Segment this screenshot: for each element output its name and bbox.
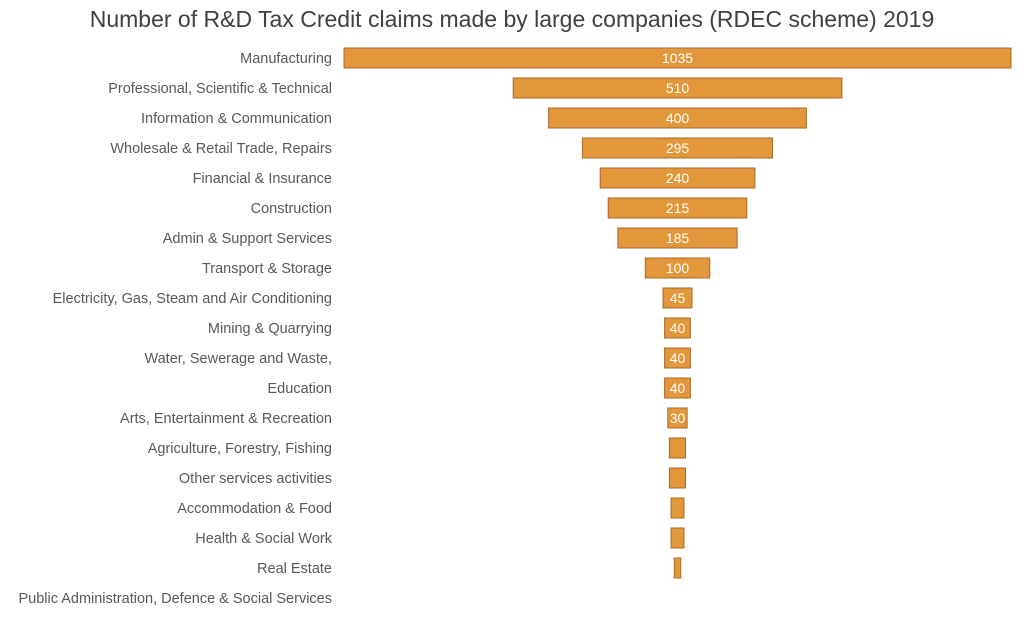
value-label: 100 <box>666 260 690 276</box>
value-label: 240 <box>666 170 690 186</box>
value-label: 400 <box>666 110 690 126</box>
funnel-bar <box>617 227 738 249</box>
category-label: Transport & Storage <box>202 261 332 277</box>
funnel-bar <box>599 167 756 189</box>
funnel-bar <box>673 557 682 579</box>
funnel-bar <box>581 137 774 159</box>
chart-title: Number of R&D Tax Credit claims made by … <box>89 6 935 32</box>
value-label: 215 <box>666 200 690 216</box>
funnel-bar <box>670 527 685 549</box>
value-label: 1035 <box>662 50 693 66</box>
category-label: Other services activities <box>179 471 332 487</box>
category-label: Health & Social Work <box>195 531 332 547</box>
category-label: Manufacturing <box>240 51 332 67</box>
value-label: 45 <box>670 290 686 306</box>
category-label: Arts, Entertainment & Recreation <box>120 411 332 427</box>
category-label: Wholesale & Retail Trade, Repairs <box>110 141 332 157</box>
funnel-bar <box>668 467 687 489</box>
category-label: Mining & Quarrying <box>208 321 332 337</box>
category-label: Financial & Insurance <box>193 171 332 187</box>
value-label: 295 <box>666 140 690 156</box>
value-label: 40 <box>670 380 686 396</box>
funnel-bar <box>512 77 843 99</box>
funnel-bar <box>644 257 711 279</box>
category-label: Information & Communication <box>141 111 332 127</box>
value-label: 40 <box>670 320 686 336</box>
category-label: Accommodation & Food <box>177 501 332 517</box>
funnel-bar <box>607 197 748 219</box>
category-label: Professional, Scientific & Technical <box>108 81 332 97</box>
funnel-bar <box>664 347 691 369</box>
funnel-bar <box>664 377 691 399</box>
funnel-bar <box>343 47 1012 69</box>
category-label: Education <box>268 381 333 397</box>
category-label: Electricity, Gas, Steam and Air Conditio… <box>53 291 332 307</box>
funnel-bar <box>670 497 685 519</box>
value-label: 30 <box>670 410 686 426</box>
funnel-bar <box>662 287 693 309</box>
category-label: Real Estate <box>257 561 332 577</box>
category-label: Water, Sewerage and Waste, <box>144 351 332 367</box>
value-label: 40 <box>670 350 686 366</box>
category-label: Construction <box>251 201 332 217</box>
funnel-bar <box>664 317 691 339</box>
funnel-bar <box>548 107 807 129</box>
value-label: 185 <box>666 230 690 246</box>
value-label: 510 <box>666 80 690 96</box>
category-label: Agriculture, Forestry, Fishing <box>148 441 332 457</box>
funnel-bar <box>668 437 687 459</box>
funnel-bar <box>667 407 688 429</box>
category-label: Public Administration, Defence & Social … <box>18 591 332 607</box>
category-label: Admin & Support Services <box>163 231 332 247</box>
